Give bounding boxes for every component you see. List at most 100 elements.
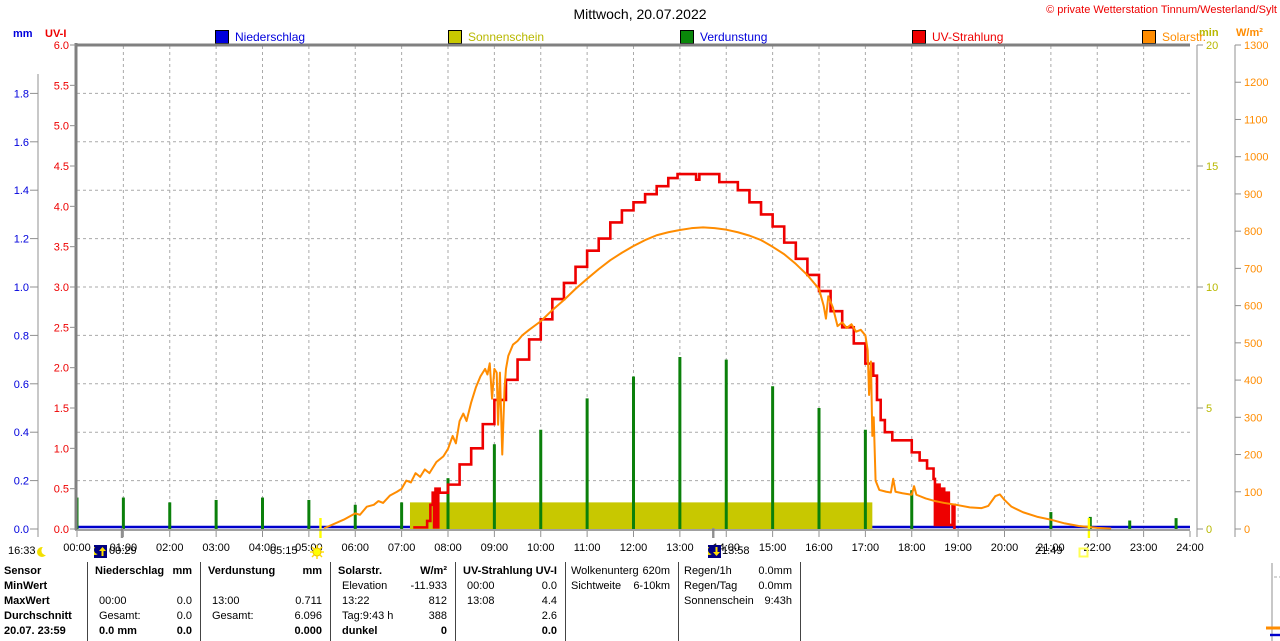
value-label: 13:00 (212, 595, 240, 607)
min-axis-label: min (1199, 27, 1219, 39)
tick-label: 1.6 (14, 137, 29, 149)
tick-label: 11:00 (574, 542, 601, 554)
tick-label: 3.5 (54, 242, 69, 254)
tick-label: 00:00 (63, 542, 91, 554)
tick-label: 20 (1206, 40, 1218, 52)
column-unit: W/m² (420, 565, 447, 577)
tick-label: 600 (1244, 301, 1262, 313)
moonrise-label: 00:29 (109, 545, 137, 557)
column-unit: mm (172, 565, 192, 577)
tick-label: 100 (1244, 487, 1262, 499)
column-title: Verdunstung (208, 565, 276, 577)
value-label: Elevation (342, 580, 388, 592)
sunset-time: 21:49 (1035, 545, 1063, 557)
value: 0.0 (541, 580, 557, 592)
value: 0.711 (295, 595, 322, 607)
tick-label: 0.8 (14, 330, 29, 342)
tick-label: 800 (1244, 226, 1262, 238)
column-title: Niederschlag (95, 565, 165, 577)
legend-item-uvstrahlung: UV-Strahlung (912, 30, 1003, 44)
tick-label: 13:00 (666, 542, 694, 554)
tick-label: 0.5 (54, 484, 69, 496)
wm2-axis-label: W/m² (1236, 27, 1263, 39)
legend-label: Niederschlag (235, 30, 306, 44)
tick-label: 17:00 (852, 542, 880, 554)
tick-label: 500 (1244, 338, 1262, 350)
tick-label: 23:00 (1130, 542, 1158, 554)
mm-axis-label: mm (13, 28, 33, 40)
value: 812 (428, 595, 447, 607)
row-label: 20.07. 23:59 (4, 625, 66, 637)
legend-label: Sonnenschein (468, 30, 545, 44)
tick-label: 1.0 (14, 282, 29, 294)
legend-label: Verdunstung (700, 30, 768, 44)
value-label: Tag:9:43 h (342, 610, 394, 622)
row-label: MinWert (4, 580, 48, 592)
legend-item-solarstr: Solarstr. (1142, 30, 1206, 44)
tick-label: 16:00 (805, 542, 833, 554)
value: 0.0 (541, 625, 557, 637)
moonrise-time: 16:33 (8, 545, 36, 557)
tick-label: 0.0 (14, 524, 29, 536)
tick-label: 02:00 (156, 542, 184, 554)
value: 0.0 (176, 595, 192, 607)
tick-label: 10:00 (527, 542, 555, 554)
info-value: 0.0mm (758, 580, 792, 592)
tick-label: 400 (1244, 375, 1262, 387)
tick-label: 20:00 (991, 542, 1019, 554)
legend-label: UV-Strahlung (932, 30, 1004, 44)
legend-item-sonnenschein: Sonnenschein (448, 30, 544, 44)
tick-label: 21:00 (1037, 542, 1065, 554)
row-label: Sensor (4, 565, 42, 577)
tick-label: 2.0 (54, 363, 69, 375)
tick-label: 1200 (1244, 77, 1268, 89)
tick-label: 22:00 (1083, 542, 1111, 554)
tick-label: 03:00 (202, 542, 230, 554)
tick-label: 0.6 (14, 379, 29, 391)
value: 6.096 (294, 610, 322, 622)
tick-label: 300 (1244, 412, 1262, 424)
info-value: 9:43h (764, 595, 792, 607)
tick-label: 01:00 (110, 542, 138, 554)
info-label: Sonnenschein (684, 595, 754, 607)
tick-label: 07:00 (388, 542, 416, 554)
info-value: 6-10km (633, 580, 670, 592)
tick-label: 24:00 (1176, 542, 1204, 554)
tick-label: 1.0 (54, 443, 69, 455)
value: 0.000 (294, 625, 322, 637)
tick-label: 0 (1206, 524, 1212, 536)
tick-label: 900 (1244, 189, 1262, 201)
table-divider (455, 562, 456, 641)
solar-curve (323, 226, 1112, 530)
info-label: Regen/1h (684, 565, 732, 577)
tick-label: 2.5 (54, 322, 69, 334)
tick-label: 1.4 (14, 185, 29, 197)
tick-label: 1300 (1244, 40, 1268, 52)
value-label: 00:00 (99, 595, 127, 607)
tick-label: 0.2 (14, 476, 29, 488)
tick-label: 1.5 (54, 403, 69, 415)
info-label: Regen/Tag (684, 580, 738, 592)
tick-label: 12:00 (620, 542, 648, 554)
tick-label: 200 (1244, 450, 1262, 462)
table-divider (800, 562, 801, 641)
tick-label: 3.0 (54, 282, 69, 294)
moonset-label: 13:58 (722, 545, 750, 557)
value-label: Gesamt: (99, 610, 141, 622)
value: 4.4 (541, 595, 557, 607)
tick-label: 0 (1244, 524, 1250, 536)
tick-label: 06:00 (341, 542, 369, 554)
column-title: Solarstr. (338, 565, 383, 577)
value-label: 0.0 mm (99, 625, 137, 637)
tick-label: 18:00 (898, 542, 926, 554)
column-title: UV-Strahlung (463, 565, 533, 577)
column-unit: mm (302, 565, 322, 577)
tick-label: 15:00 (759, 542, 787, 554)
tick-label: 15 (1206, 161, 1218, 173)
value: -11.933 (410, 580, 448, 592)
tick-label: 1000 (1244, 152, 1268, 164)
tick-label: 1.2 (14, 234, 29, 246)
value: 0 (440, 625, 447, 637)
